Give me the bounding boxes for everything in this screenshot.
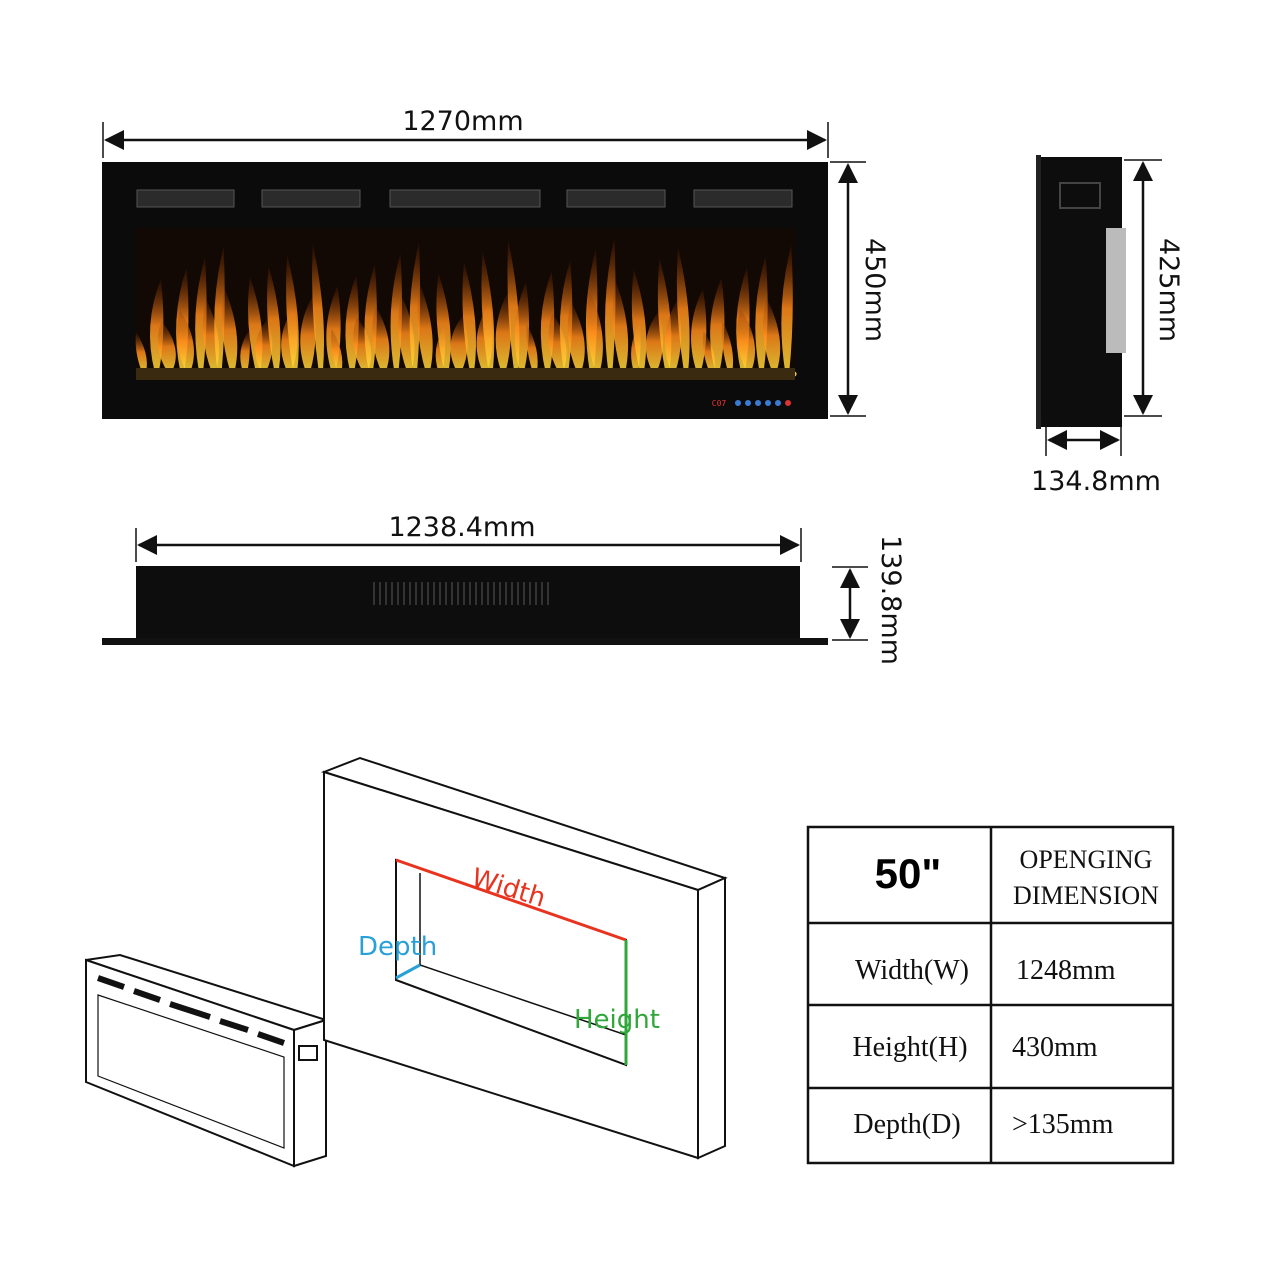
vent <box>566 189 666 208</box>
button <box>755 400 761 406</box>
flame <box>676 247 690 372</box>
flame <box>763 298 781 372</box>
flame <box>612 280 629 372</box>
flame <box>286 255 299 372</box>
flame <box>417 284 433 372</box>
flame <box>631 269 647 372</box>
flame <box>645 311 664 372</box>
vent <box>261 189 361 208</box>
flame <box>255 319 273 372</box>
flame <box>691 289 707 372</box>
flame <box>176 310 194 372</box>
fireplace-sketch <box>85 953 330 1168</box>
flame <box>436 273 451 372</box>
row-value: 430mm <box>1012 1032 1098 1063</box>
flame <box>214 246 225 372</box>
front-view: C07 1270mm 450mm <box>102 106 890 419</box>
flange <box>102 638 828 645</box>
grille <box>373 582 549 605</box>
front-width: 1270mm <box>402 106 523 137</box>
flame <box>157 321 176 372</box>
flame <box>462 262 477 372</box>
flame <box>221 288 238 372</box>
row-value: >135mm <box>1012 1109 1114 1140</box>
junction-box <box>1059 182 1101 209</box>
flame <box>586 291 603 372</box>
flame <box>736 309 756 372</box>
flame <box>702 331 715 372</box>
header-line: OPENGING <box>1020 845 1153 874</box>
button <box>735 400 741 406</box>
bottom-width: 1238.4mm <box>388 512 535 543</box>
depth-label: Depth <box>358 932 437 962</box>
button <box>745 400 751 406</box>
flame <box>721 320 734 372</box>
bottom-height: 139.8mm <box>875 535 906 665</box>
vent <box>136 189 235 208</box>
flame <box>495 293 511 372</box>
flame <box>240 330 250 372</box>
flame <box>312 244 325 372</box>
flame <box>567 302 585 372</box>
flame <box>605 238 616 372</box>
flame <box>450 315 468 372</box>
flame <box>481 251 495 372</box>
flame <box>664 300 682 372</box>
control-display: C07 <box>712 399 727 408</box>
flame <box>331 328 343 372</box>
button <box>785 400 791 406</box>
control-buttons <box>735 400 791 406</box>
vents <box>136 189 793 208</box>
button <box>765 400 771 406</box>
wall: Width Depth Height <box>320 756 728 1160</box>
ember-bed <box>136 368 795 380</box>
flame <box>409 242 421 372</box>
fireplace-bottom <box>136 566 800 638</box>
side-view: 425mm 134.8mm <box>1031 155 1184 497</box>
flame <box>372 306 390 372</box>
flame <box>710 278 725 372</box>
flame <box>781 245 793 372</box>
row-label: Height(H) <box>852 1032 967 1063</box>
flame <box>398 295 415 372</box>
flame <box>390 253 402 372</box>
bracket <box>1106 228 1126 353</box>
flame <box>202 299 220 372</box>
row-value: 1248mm <box>1016 955 1116 986</box>
flame <box>300 297 316 372</box>
size: 50" <box>875 850 942 897</box>
flame <box>267 266 281 372</box>
bottom-view: 1238.4mm 139.8mm <box>102 512 906 665</box>
row-label: Width(W) <box>855 955 969 986</box>
height-label: Height <box>574 1005 660 1035</box>
flange <box>1036 155 1041 429</box>
side-height: 425mm <box>1153 238 1184 342</box>
vent <box>389 189 541 208</box>
front-height: 450mm <box>859 238 890 342</box>
vent <box>693 189 793 208</box>
row-label: Depth(D) <box>853 1109 960 1140</box>
dimension-table: 50" OPENGING DIMENSION Width(W) 1248mm H… <box>806 825 1175 1165</box>
flame <box>195 257 207 372</box>
flame <box>514 282 530 372</box>
button <box>775 400 781 406</box>
flame <box>526 324 538 372</box>
side-depth: 134.8mm <box>1031 466 1161 497</box>
header-line: DIMENSION <box>1013 881 1159 910</box>
flame <box>135 332 147 372</box>
